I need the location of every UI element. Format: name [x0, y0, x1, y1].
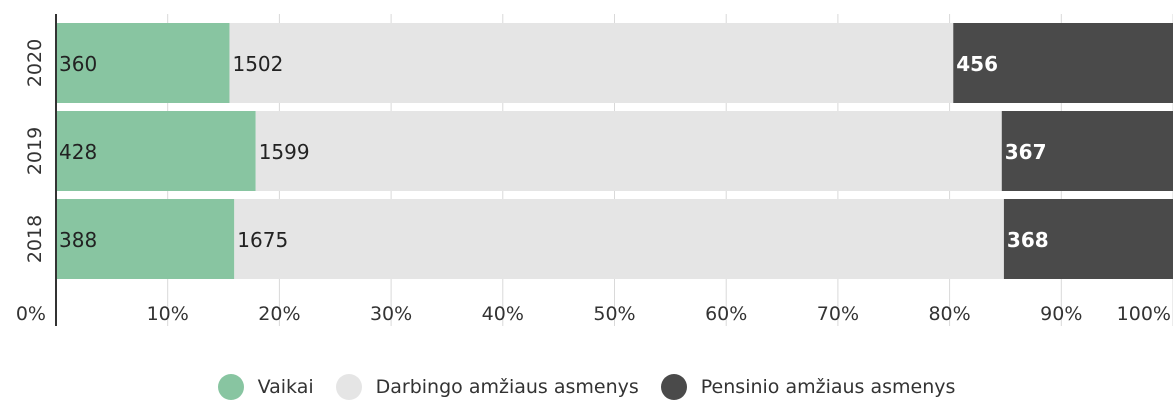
data-label-2018-1: 388 [59, 228, 97, 252]
legend-swatch-pensinio [660, 374, 687, 400]
data-label-2019-3: 367 [1005, 140, 1047, 164]
y-axis-labels: 2020 2019 2018 [24, 39, 46, 263]
legend-swatch-darbingo [335, 374, 362, 400]
legend-label-darbingo: Darbingo amžiaus asmenys [375, 376, 639, 398]
bar-segment-2019-2[interactable] [255, 111, 1002, 191]
x-tick-label: 50% [593, 303, 635, 325]
x-tick-label: 90% [1040, 303, 1082, 325]
data-label-2020-2: 1502 [232, 52, 283, 76]
y-tick-label: 2019 [24, 127, 46, 175]
y-tick-label: 2020 [24, 39, 46, 87]
x-tick-label: 70% [817, 303, 859, 325]
y-tick-label: 2018 [24, 215, 46, 263]
data-label-2020-1: 360 [59, 52, 97, 76]
x-tick-label: 80% [928, 303, 970, 325]
data-label-2020-3: 456 [956, 52, 998, 76]
bar-segment-2020-2[interactable] [229, 23, 954, 103]
bar-segment-2020-1[interactable] [56, 23, 230, 103]
legend-label-vaikai: Vaikai [257, 376, 314, 398]
data-label-2018-3: 368 [1007, 228, 1049, 252]
x-tick-label: 60% [705, 303, 747, 325]
bar-segment-2018-1[interactable] [56, 199, 235, 279]
data-label-2019-2: 1599 [259, 140, 310, 164]
data-label-2018-2: 1675 [237, 228, 288, 252]
x-tick-label: 0% [16, 303, 46, 325]
bar-segment-2018-2[interactable] [234, 199, 1004, 279]
bar-segment-2019-3[interactable] [1001, 111, 1173, 191]
legend-item-vaikai[interactable]: Vaikai [217, 374, 314, 400]
x-tick-label: 20% [258, 303, 300, 325]
bars: 360 1502 456 428 1599 367 388 1675 368 [56, 23, 1173, 279]
x-tick-label: 100% [1117, 303, 1171, 325]
legend-item-pensinio[interactable]: Pensinio amžiaus asmenys [660, 374, 956, 400]
x-axis-labels: 0% 10% 20% 30% 40% 50% 60% 70% 80% 90% 100% [16, 303, 1171, 325]
data-label-2019-1: 428 [59, 140, 97, 164]
x-tick-label: 40% [482, 303, 524, 325]
legend-swatch-vaikai [217, 374, 244, 400]
legend-label-pensinio: Pensinio amžiaus asmenys [700, 376, 956, 398]
bar-segment-2018-3[interactable] [1003, 199, 1173, 279]
legend-item-darbingo[interactable]: Darbingo amžiaus asmenys [335, 374, 639, 400]
x-tick-label: 30% [370, 303, 412, 325]
legend: Vaikai Darbingo amžiaus asmenys Pensinio… [0, 371, 1173, 403]
bar-segment-2019-1[interactable] [56, 111, 256, 191]
x-tick-label: 10% [147, 303, 189, 325]
bar-segment-2020-3[interactable] [953, 23, 1173, 103]
